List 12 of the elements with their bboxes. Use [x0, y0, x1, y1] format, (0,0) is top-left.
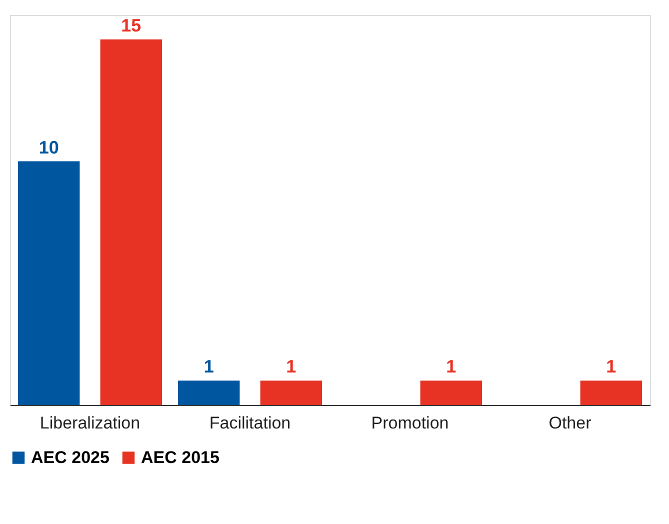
legend-label: AEC 2015: [141, 448, 220, 467]
data-label: 1: [286, 356, 296, 377]
x-tick-label: Other: [548, 414, 592, 432]
data-label: 15: [121, 15, 142, 36]
x-tick-label: Liberalization: [40, 414, 140, 432]
data-label: 1: [446, 356, 456, 377]
x-tick-label: Promotion: [371, 414, 449, 432]
data-label: 1: [204, 356, 214, 377]
data-label: 10: [38, 137, 59, 158]
legend-label: AEC 2025: [31, 448, 110, 467]
data-label: 1: [606, 356, 616, 377]
x-tick-label: Facilitation: [209, 414, 291, 432]
